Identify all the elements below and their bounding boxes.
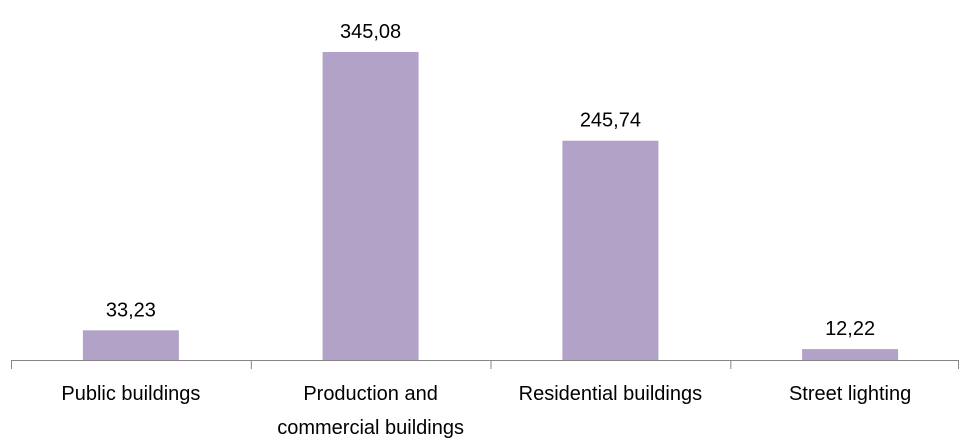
data-labels-group: 33,23 345,08 245,74 12,22 xyxy=(106,21,875,340)
x-tick-labels: Public buildings Production and commercial… xyxy=(61,383,911,439)
x-tick-label-line: Production and xyxy=(303,383,438,405)
data-label-street-lighting: 12,22 xyxy=(825,318,875,340)
x-tick-label-line: Public buildings xyxy=(61,383,200,405)
bar-street-lighting xyxy=(802,349,899,360)
x-tick-label-production-and-commercial-buildings: Production and commercial buildings xyxy=(277,383,464,439)
data-label-production-and-commercial-buildings: 345,08 xyxy=(340,21,401,43)
x-tick-label-residential-buildings: Residential buildings xyxy=(519,383,702,405)
bars-group xyxy=(82,52,899,360)
x-axis xyxy=(11,360,959,369)
x-tick-label-line: commercial buildings xyxy=(277,417,464,439)
x-tick-label-line: Street lighting xyxy=(789,383,911,405)
x-tick-label-line: Residential buildings xyxy=(519,383,702,405)
bar-residential-buildings xyxy=(562,140,659,360)
bar-production-and-commercial-buildings xyxy=(322,52,419,360)
data-label-public-buildings: 33,23 xyxy=(106,299,156,321)
x-tick-label-public-buildings: Public buildings xyxy=(61,383,200,405)
bar-public-buildings xyxy=(82,330,179,360)
data-label-residential-buildings: 245,74 xyxy=(580,110,641,132)
x-tick-label-street-lighting: Street lighting xyxy=(789,383,911,405)
